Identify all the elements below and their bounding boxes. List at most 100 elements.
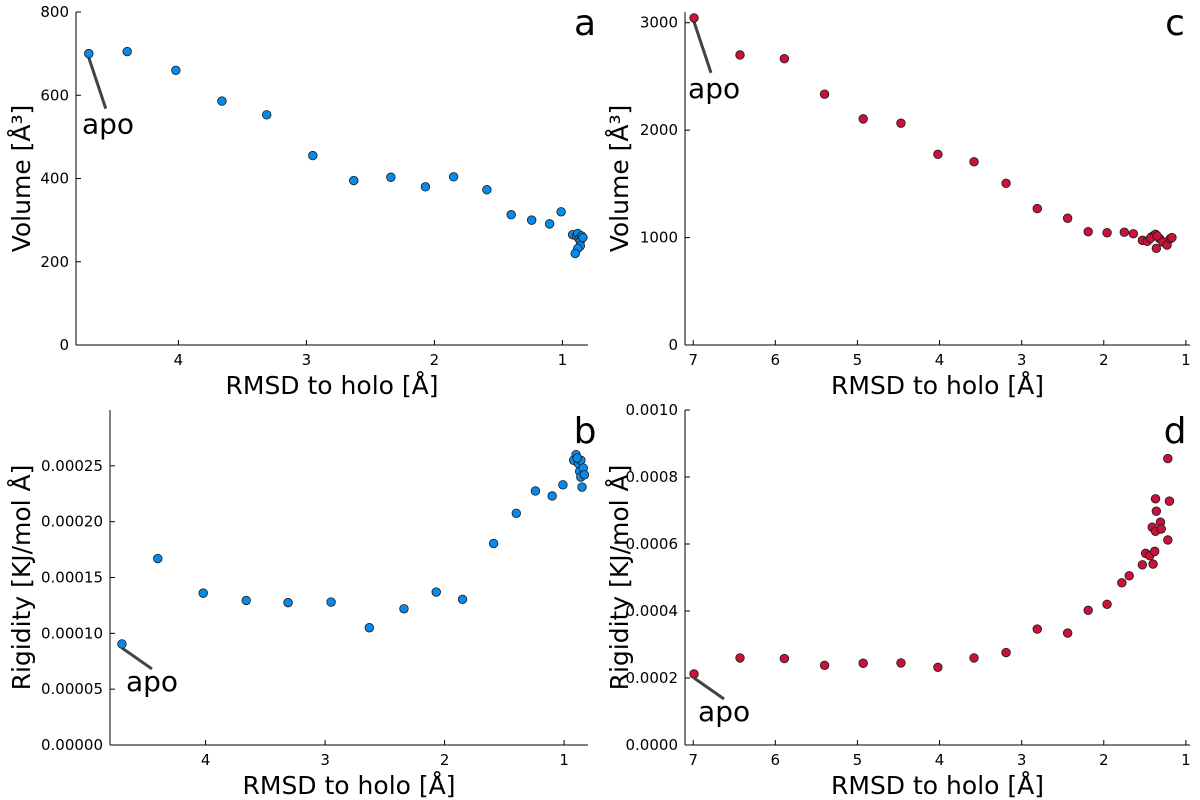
data-point [1163,535,1173,545]
data-point [84,48,94,59]
y-tick-label: 0.00005 [41,680,103,698]
y-tick-label: 0.0010 [626,401,679,419]
annotation-apo: apo [698,695,750,728]
x-axis-label: RMSD to holo [Å] [226,371,439,400]
x-tick-label: 2 [1099,351,1109,369]
annotation-apo: apo [82,108,134,141]
data-point [1102,599,1112,610]
x-tick-label: 5 [853,751,863,769]
data-point [1150,494,1161,504]
data-point [420,182,431,192]
x-tick-label: 6 [771,751,781,769]
x-tick-label: 1 [559,751,569,769]
x-tick-label: 1 [558,351,568,369]
x-tick-label: 2 [1099,751,1109,769]
data-point [1164,496,1175,506]
x-tick-label: 3 [320,751,330,769]
data-point [858,658,868,668]
data-point [570,248,580,259]
data-point [506,210,516,220]
data-point [558,480,568,490]
data-point [858,114,868,124]
data-point [349,175,359,186]
data-point [530,486,541,496]
x-tick-label: 4 [935,751,945,769]
data-point [1117,578,1127,588]
panel-letter: b [574,411,597,452]
y-tick-label: 0.00010 [41,624,103,642]
panel-a: 4 3 2 1 0 200 400 600 800 RMSD to holo [Å] Volume … [7,3,596,400]
data-point [399,604,409,614]
y-tick-label: 800 [40,3,69,21]
data-point [448,172,459,182]
data-point [1083,605,1093,616]
data-point [819,89,830,99]
x-tick-label: 3 [1017,751,1027,769]
data-point [511,508,522,518]
data-point [482,185,492,195]
data-point [969,157,979,167]
data-point [547,491,557,501]
y-tick-label: 0.00015 [41,569,103,587]
data-point [1152,231,1162,241]
y-tick-label: 0.00020 [41,513,103,531]
data-point [556,207,566,217]
panel-d: 7 6 5 4 3 2 1 0.0000 0.0002 0.0004 0.0006 0.0008 0.0… [605,401,1191,800]
x-tick-label: 6 [771,351,781,369]
y-tick-label: 0.0004 [626,602,679,620]
data-point [1124,571,1134,581]
data-point [1032,203,1042,214]
data-point [1102,228,1112,238]
data-point [1001,647,1011,658]
x-tick-label: 1 [1181,351,1191,369]
data-point [364,623,375,633]
data-point [386,172,396,182]
x-tick-label: 5 [853,351,863,369]
annotation-apo: apo [126,665,178,698]
data-point [326,597,336,607]
annotation-leader [87,57,108,110]
data-point [1137,560,1148,570]
data-point [241,595,251,606]
y-tick-label: 600 [40,86,69,104]
y-tick-label: 0.0006 [626,535,679,553]
data-point [1062,213,1073,223]
y-axis-label: Volume [Å³] [605,105,634,253]
annotation-leader [692,21,713,74]
data-point [1083,226,1093,237]
data-point [1001,178,1011,189]
panel-c: 7 6 5 4 3 2 1 0 1000 2000 3000 RMSD to holo [Å] Volu… [605,3,1191,400]
x-tick-label: 3 [302,351,312,369]
data-point [1128,229,1139,239]
data-point [689,13,699,23]
data-point [1062,628,1073,638]
data-point [283,597,293,608]
data-point [577,482,587,492]
data-point [1156,524,1166,534]
x-tick-label: 4 [201,751,211,769]
data-point [488,538,499,549]
data-point [171,65,181,75]
y-tick-label: 1000 [640,229,678,247]
y-axis-label: Volume [Å³] [7,105,36,253]
data-point [122,46,132,57]
y-axis-label: Rigidity [KJ/mol Å] [605,465,634,691]
annotation-leader [693,676,725,701]
x-tick-label: 7 [688,351,698,369]
data-point [969,653,979,663]
x-tick-label: 2 [440,751,450,769]
data-point [1163,453,1173,464]
data-point [217,96,227,106]
data-point [262,110,272,120]
data-point [579,470,590,480]
x-tick-label: 1 [1181,751,1191,769]
y-axis-label: Rigidity [KJ/mol Å] [7,465,36,691]
data-point [1148,559,1158,569]
data-point [1149,546,1160,557]
y-tick-label: 400 [40,170,69,188]
data-point [308,150,318,161]
x-axis-label: RMSD to holo [Å] [831,771,1044,800]
data-point [572,453,582,463]
panel-letter: a [574,3,596,44]
